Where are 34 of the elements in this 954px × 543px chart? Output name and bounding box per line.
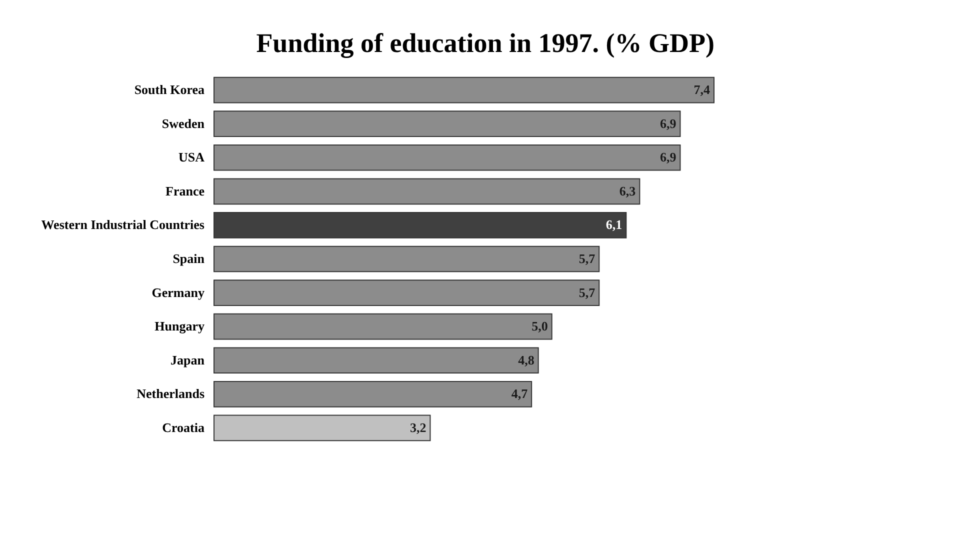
bar bbox=[214, 110, 681, 138]
data-label: 6,9 bbox=[660, 150, 677, 165]
y-tick-label: Japan bbox=[170, 352, 206, 368]
y-tick-label: Hungary bbox=[154, 318, 205, 334]
data-label: 5,7 bbox=[578, 284, 596, 300]
data-label: 5,7 bbox=[578, 251, 596, 266]
y-tick-label: Netherlands bbox=[136, 386, 204, 402]
y-tick-label: Spain bbox=[172, 251, 206, 266]
y-tick-label: South Korea bbox=[134, 82, 205, 98]
bar bbox=[214, 212, 627, 238]
y-tick-label: Sweden bbox=[162, 116, 206, 131]
data-label: 4,8 bbox=[518, 352, 535, 368]
chart-title: Funding of education in 1997. (% GDP) bbox=[256, 28, 714, 58]
y-tick-label: France bbox=[166, 183, 205, 198]
bar bbox=[214, 76, 714, 104]
y-tick-label: USA bbox=[178, 150, 206, 165]
bar bbox=[214, 280, 600, 306]
data-label: 4,7 bbox=[511, 386, 528, 402]
data-label: 6,3 bbox=[619, 183, 636, 198]
bar bbox=[214, 246, 600, 272]
bar bbox=[214, 313, 552, 340]
y-tick-label: Western Industrial Countries bbox=[41, 217, 204, 232]
data-label: 6,1 bbox=[606, 217, 622, 232]
bar bbox=[214, 178, 640, 205]
bar bbox=[214, 414, 431, 442]
bar bbox=[214, 347, 539, 374]
y-tick-label: Germany bbox=[152, 284, 205, 300]
bar bbox=[214, 380, 532, 408]
data-label: 3,2 bbox=[410, 420, 426, 435]
data-label: 7,4 bbox=[694, 82, 710, 98]
data-label: 6,9 bbox=[660, 116, 677, 131]
y-tick-label: Croatia bbox=[162, 420, 205, 435]
data-label: 5,0 bbox=[532, 318, 548, 334]
bar bbox=[214, 144, 681, 171]
